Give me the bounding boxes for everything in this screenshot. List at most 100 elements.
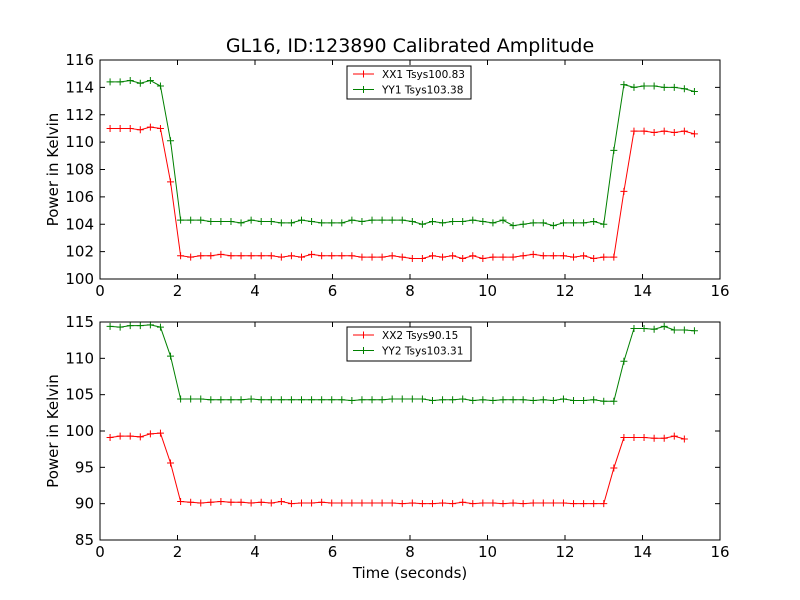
data-point [459,395,467,403]
data-point [620,434,628,442]
data-point [529,499,537,507]
data-point [106,322,114,330]
data-point [207,498,215,506]
data-point [207,396,215,404]
legend-marker [360,331,367,339]
data-point [469,500,477,508]
data-point [287,500,295,508]
x-tick-label: 4 [250,543,260,561]
data-point [197,216,205,224]
data-point [459,218,467,226]
data-point [398,395,406,403]
data-point [449,500,457,508]
data-point [146,123,154,131]
legend-label: YY1 Tsys103.38 [381,85,463,97]
y-tick-label: 100 [65,270,94,288]
x-tick-label: 4 [250,282,260,300]
data-point [549,222,557,230]
data-point [146,77,154,85]
data-point [489,219,497,227]
data-point [600,500,608,508]
y-tick-label: 102 [65,243,94,261]
data-point [167,178,175,186]
legend-marker [360,347,367,354]
data-point [610,146,618,154]
data-point [126,77,134,85]
x-tick-label: 6 [328,543,338,561]
data-point [368,396,376,404]
data-point [418,500,426,508]
y-tick-label: 110 [65,349,94,367]
data-point [237,396,245,404]
subplot-2: 0 2 4 6 8 10 12 14 16 85 90 95 100 105 110 115 Power in … [44,313,730,561]
data-point [237,219,245,227]
y-tick-label: 90 [75,495,94,513]
data-point [549,252,557,260]
data-point [378,396,386,404]
data-point [197,499,205,507]
data-point [308,218,316,226]
data-point [509,499,517,507]
data-point [439,253,447,261]
x-tick-label: 8 [405,543,415,561]
data-point [509,396,517,404]
data-point [660,83,668,91]
data-point [368,216,376,224]
data-point [670,432,678,440]
data-point [559,499,567,507]
data-point [690,87,698,95]
data-point [358,218,366,226]
data-point [479,218,487,226]
data-point [499,396,507,404]
data-point [247,499,255,507]
data-point [106,434,114,442]
data-point [559,395,567,403]
y-tick-label: 116 [65,51,94,69]
x-tick-label: 0 [95,543,105,561]
data-point [368,253,376,261]
data-point [338,396,346,404]
data-point [570,500,578,508]
data-point [489,499,497,507]
data-point [378,499,386,507]
data-point [308,396,316,404]
data-point [338,252,346,260]
data-point [247,252,255,260]
data-point [287,396,295,404]
data-point [570,219,578,227]
data-point [227,218,235,226]
x-tick-label: 0 [95,282,105,300]
x-tick-label: 2 [173,282,183,300]
data-point [298,253,305,261]
legend-2: XX2 Tsys90.15 YY2 Tsys103.31 [346,326,472,362]
data-point [680,85,688,93]
data-point [590,254,598,262]
data-point [610,253,618,261]
x-tick-label: 10 [478,282,497,300]
data-point [227,396,235,404]
data-point [449,218,457,226]
data-point [428,252,436,260]
data-point [610,464,618,472]
data-point [630,325,638,333]
data-point [529,396,537,404]
series-line-2-1 [110,432,685,505]
data-point [580,219,588,227]
legend-box [346,326,472,362]
data-point [620,187,628,195]
data-point [650,82,658,90]
data-point [559,252,567,260]
data-point [428,396,436,404]
data-point [338,499,346,507]
data-point [519,220,527,228]
data-point [126,124,134,132]
data-point [318,396,326,404]
data-point [257,218,265,226]
data-point [146,430,154,438]
data-point [680,326,688,334]
data-point [217,497,225,505]
data-point [670,83,678,91]
data-point [509,253,517,261]
data-point [620,357,628,365]
